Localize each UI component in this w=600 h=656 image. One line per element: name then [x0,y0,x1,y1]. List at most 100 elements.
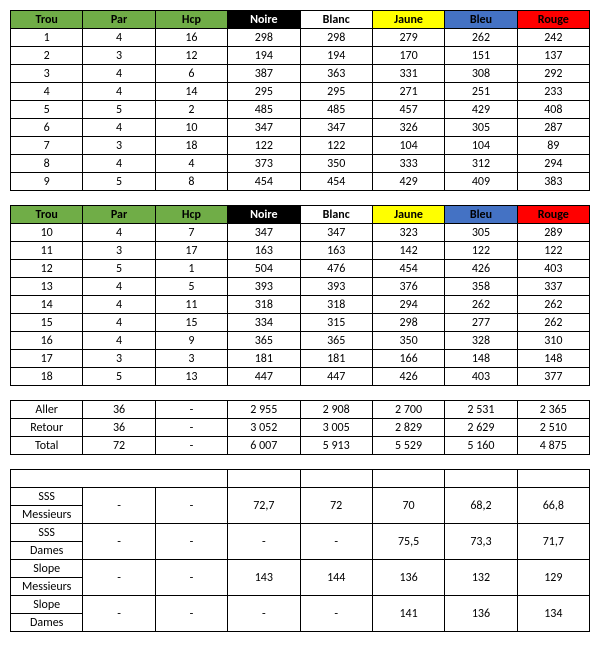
hole-par: 5 [83,368,155,386]
tee-header-3: Bleu [445,11,517,29]
rating-val-1: 144 [300,560,372,596]
hole-dist-2: 166 [372,350,444,368]
totals-par: 36 [83,419,155,437]
totals-dist-3: 2 531 [445,401,517,419]
hole-dist-3: 409 [445,173,517,191]
totals-dist-1: 2 908 [300,401,372,419]
totals-table: Aller36-2 9552 9082 7002 5312 365Retour3… [10,400,590,455]
totals-dist-4: 2 510 [517,419,589,437]
hole-dist-2: 323 [372,224,444,242]
par-header: Par [83,206,155,224]
totals-dist-0: 6 007 [228,437,300,455]
hole-dist-2: 457 [372,101,444,119]
hole-dist-0: 194 [228,47,300,65]
hole-hcp: 3 [155,350,227,368]
hole-dist-0: 347 [228,224,300,242]
rating-val-2: 136 [372,560,444,596]
hole-dist-4: 403 [517,260,589,278]
hole-hcp: 6 [155,65,227,83]
hole-dist-1: 122 [300,137,372,155]
totals-dist-4: 4 875 [517,437,589,455]
tee-header-2: Jaune [372,11,444,29]
hole-number: 1 [11,29,83,47]
rating-row: Slope----141136134 [11,596,590,614]
hole-dist-4: 294 [517,155,589,173]
hole-dist-0: 181 [228,350,300,368]
rating-val-1: - [300,596,372,632]
spacer-row [11,470,590,488]
hole-par: 4 [83,155,155,173]
hole-row: 1649365365350328310 [11,332,590,350]
hole-number: 8 [11,155,83,173]
header-row: TrouParHcpNoireBlancJauneBleuRouge [11,11,590,29]
hole-dist-1: 181 [300,350,372,368]
hole-number: 15 [11,314,83,332]
hole-dist-3: 262 [445,29,517,47]
front9-table: TrouParHcpNoireBlancJauneBleuRouge1 4 16 29… [10,10,590,191]
hole-dist-4: 89 [517,137,589,155]
hole-number: 6 [11,119,83,137]
hole-row: 15415334315298277262 [11,314,590,332]
hole-dist-2: 326 [372,119,444,137]
hole-number: 3 [11,65,83,83]
hole-dist-1: 347 [300,224,372,242]
hole-dist-4: 377 [517,368,589,386]
totals-par: 72 [83,437,155,455]
hole-number: 11 [11,242,83,260]
hole-par: 4 [83,314,155,332]
hole-dist-4: 287 [517,119,589,137]
totals-label: Aller [11,401,83,419]
hole-dist-3: 429 [445,101,517,119]
hole-number: 9 [11,173,83,191]
tee-header-1: Blanc [300,206,372,224]
rating-hcp: - [155,488,227,524]
hole-dist-1: 318 [300,296,372,314]
rating-val-2: 141 [372,596,444,632]
rating-val-0: 72,7 [228,488,300,524]
rating-par: - [83,596,155,632]
rating-val-3: 132 [445,560,517,596]
tee-header-4: Rouge [517,11,589,29]
totals-dist-2: 2 700 [372,401,444,419]
hole-dist-0: 163 [228,242,300,260]
rating-par: - [83,488,155,524]
totals-dist-2: 5 529 [372,437,444,455]
spacer-cell [372,470,444,488]
hole-hcp: 8 [155,173,227,191]
hole-dist-0: 447 [228,368,300,386]
hole-hcp: 16 [155,29,227,47]
rating-label1: Slope [11,596,83,614]
totals-dist-1: 5 913 [300,437,372,455]
hcp-header: Hcp [155,206,227,224]
hole-par: 3 [83,350,155,368]
hole-dist-2: 294 [372,296,444,314]
hole-dist-3: 277 [445,314,517,332]
totals-hcp: - [155,401,227,419]
hole-par: 3 [83,242,155,260]
hole-hcp: 17 [155,242,227,260]
hole-hcp: 5 [155,278,227,296]
hole-dist-1: 485 [300,101,372,119]
hole-dist-4: 310 [517,332,589,350]
hole-hcp: 13 [155,368,227,386]
hole-par: 5 [83,173,155,191]
tee-header-0: Noire [228,206,300,224]
hole-dist-3: 426 [445,260,517,278]
hole-dist-0: 387 [228,65,300,83]
hole-dist-3: 148 [445,350,517,368]
hole-dist-0: 504 [228,260,300,278]
hole-hcp: 1 [155,260,227,278]
rating-val-0: - [228,596,300,632]
totals-dist-3: 2 629 [445,419,517,437]
hole-dist-4: 262 [517,314,589,332]
rating-row: SSS----75,573,371,7 [11,524,590,542]
spacer-cell [300,470,372,488]
hole-dist-2: 454 [372,260,444,278]
hole-dist-0: 365 [228,332,300,350]
rating-val-4: 134 [517,596,589,632]
hole-row: 844373350333312294 [11,155,590,173]
back9-table: TrouParHcpNoireBlancJauneBleuRouge104734… [10,205,590,386]
hole-dist-2: 104 [372,137,444,155]
tee-header-4: Rouge [517,206,589,224]
par-header: Par [83,11,155,29]
